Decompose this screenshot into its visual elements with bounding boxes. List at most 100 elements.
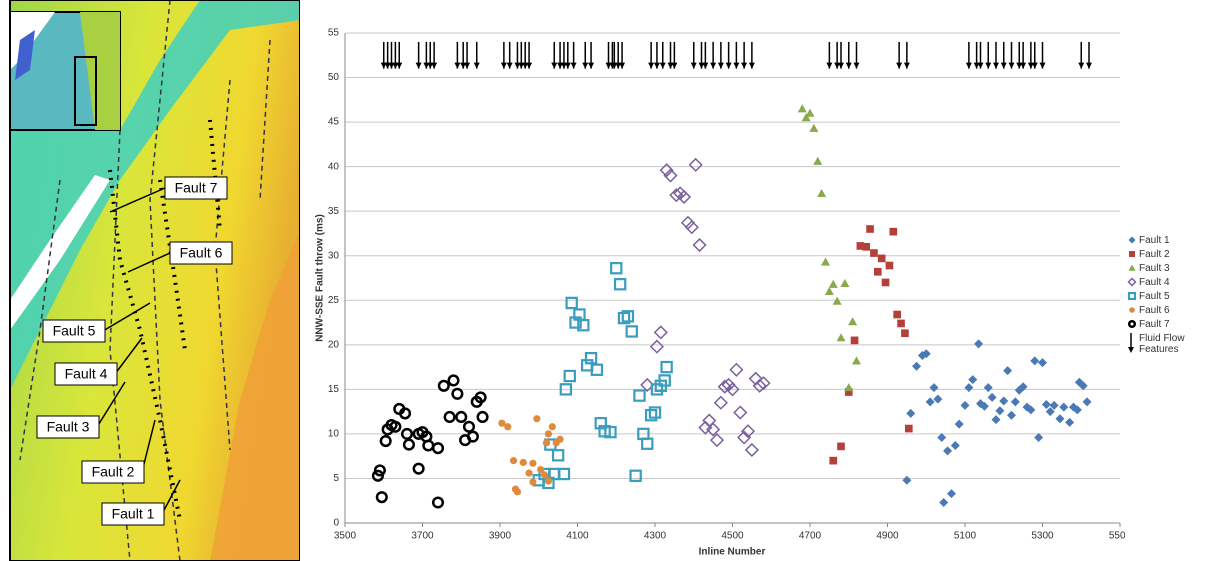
arrow-head <box>668 63 674 69</box>
data-point <box>433 443 443 453</box>
arrow-head <box>838 63 844 69</box>
fluid-flow-arrow <box>526 42 532 69</box>
fluid-flow-arrow <box>985 42 991 69</box>
data-point <box>567 298 577 308</box>
data-point <box>866 225 874 233</box>
legend-label: Fault 3 <box>1139 263 1170 274</box>
fluid-flow-arrow <box>710 42 716 69</box>
arrow-head <box>974 63 980 69</box>
x-tick-label: 3700 <box>411 531 434 542</box>
data-point <box>1019 382 1028 391</box>
data-point <box>1042 400 1051 409</box>
data-point <box>381 436 391 446</box>
data-point <box>984 383 993 392</box>
data-point <box>400 409 410 419</box>
fluid-flow-arrow <box>611 42 617 69</box>
fluid-flow-arrow <box>619 42 625 69</box>
fault-label: Fault 3 <box>47 419 90 435</box>
legend-label: Fault 7 <box>1139 319 1170 330</box>
data-point <box>995 406 1004 415</box>
arrow-head <box>464 63 470 69</box>
fluid-flow-arrow <box>749 42 755 69</box>
y-axis-label: NNW-SSE Fault throw (ms) <box>315 214 326 342</box>
data-point <box>918 351 927 360</box>
data-point <box>1073 405 1082 414</box>
data-point <box>889 228 897 236</box>
data-point <box>893 311 901 319</box>
data-point <box>529 478 536 485</box>
data-point <box>605 427 615 437</box>
arrow-head <box>561 63 567 69</box>
marker <box>1129 307 1135 313</box>
fluid-flow-arrow <box>1028 42 1034 69</box>
arrow-head <box>416 63 422 69</box>
data-point <box>870 249 878 257</box>
arrow-head <box>551 63 557 69</box>
fault-label: Fault 2 <box>92 464 135 480</box>
data-point <box>433 498 443 508</box>
data-point <box>974 339 983 348</box>
data-point <box>852 356 861 364</box>
data-point <box>660 375 670 385</box>
data-point <box>464 422 474 432</box>
fluid-flow-arrow <box>606 42 612 69</box>
fluid-flow-arrow <box>1009 42 1015 69</box>
arrow-head <box>1001 63 1007 69</box>
fluid-flow-arrow <box>518 42 524 69</box>
data-point <box>391 422 401 432</box>
legend-item: Fault 1 <box>1127 235 1207 246</box>
data-point <box>553 450 563 460</box>
fluid-flow-arrow <box>904 42 910 69</box>
x-tick-label: 5500 <box>1109 531 1125 542</box>
arrow-head <box>854 63 860 69</box>
data-point <box>665 170 677 182</box>
arrow-head <box>507 63 513 69</box>
fluid-flow-arrow <box>1001 42 1007 69</box>
data-point <box>734 407 746 419</box>
data-point <box>750 373 762 385</box>
fluid-flow-arrow <box>1078 42 1084 69</box>
data-point <box>445 412 455 422</box>
data-point <box>988 393 997 402</box>
data-point <box>961 401 970 410</box>
legend-label: Fault 4 <box>1139 277 1170 288</box>
fluid-flow-arrow <box>896 42 902 69</box>
arrow-head <box>726 63 732 69</box>
data-point <box>798 104 807 112</box>
data-point <box>615 279 625 289</box>
marker <box>1129 321 1135 327</box>
data-point <box>596 418 606 428</box>
data-point <box>746 444 758 456</box>
y-tick-label: 0 <box>333 518 339 529</box>
data-point <box>611 263 621 273</box>
legend-icon <box>1127 333 1137 355</box>
fluid-flow-arrow <box>654 42 660 69</box>
data-point <box>992 415 1001 424</box>
y-tick-label: 35 <box>328 206 340 217</box>
data-point <box>529 460 536 467</box>
data-point <box>837 443 845 451</box>
data-point <box>394 404 404 414</box>
arrow-head <box>749 63 755 69</box>
arrow-head <box>427 63 433 69</box>
data-point <box>565 371 575 381</box>
legend-item: Fault 7 <box>1127 319 1207 330</box>
data-point <box>912 362 921 371</box>
legend-icon <box>1127 277 1137 287</box>
fluid-flow-arrow <box>854 42 860 69</box>
data-point <box>498 420 505 427</box>
data-point <box>711 434 723 446</box>
data-point <box>837 333 846 341</box>
x-tick-label: 5100 <box>954 531 977 542</box>
data-point <box>545 440 555 450</box>
fluid-flow-arrow <box>571 42 577 69</box>
arrow-head <box>518 63 524 69</box>
data-point <box>424 441 434 451</box>
arrow-head <box>1016 63 1022 69</box>
arrow-head <box>733 63 739 69</box>
data-point <box>955 420 964 429</box>
marker <box>1129 293 1135 299</box>
legend-icon <box>1127 235 1137 245</box>
